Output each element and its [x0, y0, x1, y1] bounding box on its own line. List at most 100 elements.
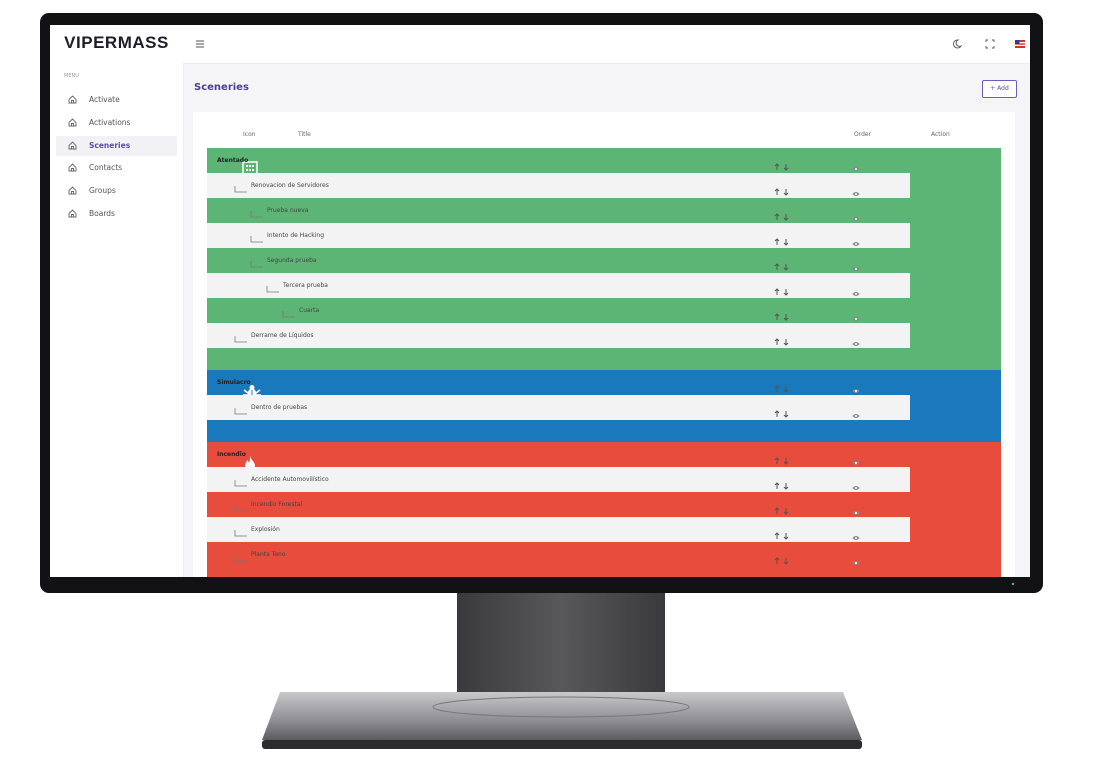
logo: VIPERMASS [64, 33, 169, 52]
order-buttons[interactable] [774, 257, 790, 282]
view-button[interactable] [852, 308, 860, 333]
order-buttons[interactable] [774, 282, 790, 307]
stand-base [262, 692, 862, 740]
view-button[interactable] [852, 233, 860, 258]
rows: Simulacro Dentro de pruebas [207, 370, 1001, 420]
sidebar-item[interactable]: Activate [56, 90, 177, 110]
table-row: Incendio [207, 442, 910, 467]
column-header: Icon [243, 131, 256, 138]
view-button[interactable] [852, 405, 860, 430]
sidebar-item-label: Activate [89, 95, 120, 104]
tree-connector [250, 255, 264, 280]
row-title: Renovacion de Servidores [251, 182, 329, 189]
fullscreen-toggle[interactable] [985, 39, 995, 49]
tree-connector [234, 474, 248, 499]
sidebar-item-label: Contacts [89, 163, 123, 173]
column-header: Action [931, 131, 950, 138]
view-button[interactable] [852, 552, 860, 577]
table-row: Segunda prueba [207, 248, 910, 273]
row-title: Tercera prueba [283, 282, 328, 289]
tree-connector [250, 205, 264, 230]
base-ring [432, 696, 690, 718]
order-buttons[interactable] [774, 182, 790, 207]
row-title: Incendio [217, 451, 246, 458]
view-button[interactable] [852, 380, 860, 405]
view-button[interactable] [852, 333, 860, 358]
table-row: Explosión [207, 517, 910, 542]
row-title: Incendio Forestal [251, 501, 303, 508]
order-buttons[interactable] [774, 404, 790, 429]
row-title: Accidente Automovilístico [251, 476, 329, 483]
order-buttons[interactable] [774, 157, 790, 182]
language-flag[interactable] [1015, 40, 1025, 48]
scenery-group: Atentado Renovacion de Servidores Prueba n… [207, 148, 1001, 370]
table-row: Prueba nueva [207, 198, 910, 223]
sidebar-item-label: Boards [89, 209, 115, 218]
base-edge [262, 740, 862, 749]
table-row: Intento de Hacking [207, 223, 910, 248]
order-buttons[interactable] [774, 551, 790, 576]
sidebar-item[interactable]: Boards [56, 204, 177, 224]
order-buttons[interactable] [774, 476, 790, 501]
sidebar-item[interactable]: Sceneries [56, 135, 177, 156]
order-buttons[interactable] [774, 451, 790, 476]
table-row: Renovacion de Servidores [207, 173, 910, 198]
sidebar-item-label: Activations [89, 117, 131, 127]
order-buttons[interactable] [774, 307, 790, 332]
view-button[interactable] [852, 527, 860, 552]
view-button[interactable] [852, 158, 860, 183]
menu-toggle[interactable] [195, 40, 205, 48]
view-button[interactable] [852, 208, 860, 233]
order-buttons[interactable] [774, 207, 790, 232]
power-led [1011, 582, 1015, 586]
tree-connector [266, 280, 280, 305]
sidebar-item[interactable]: Contacts [56, 158, 177, 178]
tree-connector [282, 305, 296, 330]
page-title: Sceneries [194, 82, 249, 93]
view-button[interactable] [852, 183, 860, 208]
column-header: Order [854, 131, 872, 138]
table-row: Accidente Automovilístico [207, 467, 910, 492]
sidebar-item[interactable]: Groups [56, 181, 177, 201]
sidebar-item-label: Sceneries [89, 140, 131, 150]
table-row: Planta Teno [207, 542, 910, 567]
row-title: Prueba nueva [267, 207, 309, 214]
dark-mode-toggle[interactable] [952, 39, 962, 49]
view-button[interactable] [852, 283, 860, 308]
table-row: Simulacro [207, 370, 910, 395]
view-button[interactable] [852, 258, 860, 283]
row-title: Atentado [217, 157, 249, 164]
view-button[interactable] [852, 477, 860, 502]
row-title: Planta Teno [251, 551, 286, 558]
sidebar-item-label: Groups [89, 186, 116, 196]
screen: VIPERMASS MENU Activate Activations Scener… [50, 25, 1030, 577]
order-buttons[interactable] [774, 332, 790, 357]
row-title: Dentro de pruebas [251, 404, 308, 411]
top-bar [183, 25, 1030, 64]
tree-connector [234, 499, 248, 524]
row-title: Segunda prueba [267, 257, 317, 264]
order-buttons[interactable] [774, 501, 790, 526]
order-buttons[interactable] [774, 379, 790, 404]
order-buttons[interactable] [774, 232, 790, 257]
view-button[interactable] [852, 502, 860, 527]
scenery-group: Incendio Accidente Automovilístico Incendi… [207, 442, 1001, 577]
row-title: Derrame de Líquidos [251, 332, 314, 339]
view-button[interactable] [852, 452, 860, 477]
sidebar-item[interactable]: Activations [56, 113, 177, 133]
table-row: Dentro de pruebas [207, 395, 910, 420]
sidebar: VIPERMASS MENU Activate Activations Scener… [50, 25, 184, 577]
row-title: Intento de Hacking [267, 232, 324, 239]
tree-connector [234, 330, 248, 355]
rows: Atentado Renovacion de Servidores Prueba n… [207, 148, 1001, 348]
table-row: Incendio Forestal [207, 492, 910, 517]
add-button[interactable]: + Add [982, 80, 1017, 98]
tree-connector [234, 180, 248, 205]
tree-connector [234, 524, 248, 549]
stand-neck [457, 590, 665, 702]
row-title: Explosión [251, 526, 280, 533]
table-row: Atentado [207, 148, 910, 173]
row-title: Cuarta [299, 307, 320, 314]
order-buttons[interactable] [774, 526, 790, 551]
